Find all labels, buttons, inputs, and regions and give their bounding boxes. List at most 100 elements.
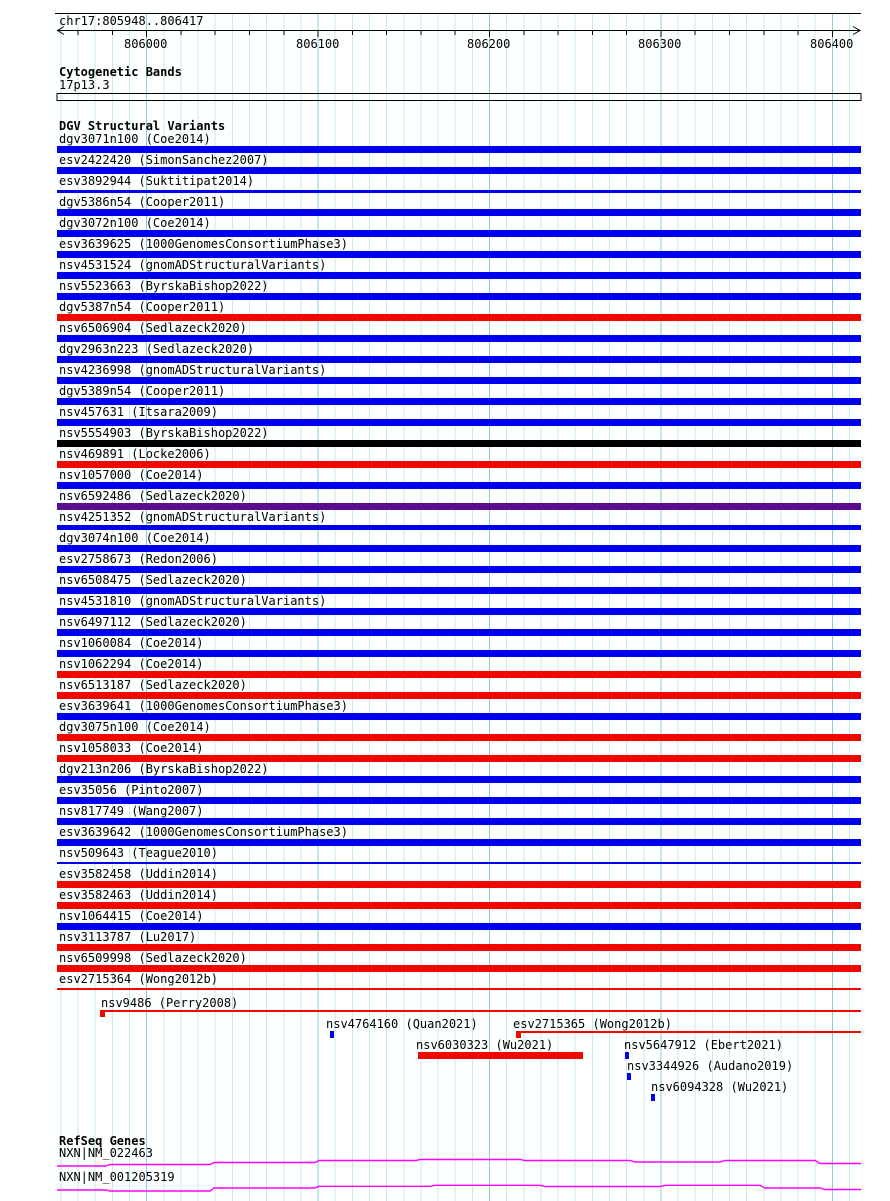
variant-label[interactable]: nsv4531810 (gnomADStructuralVariants) xyxy=(59,594,327,608)
variant-label[interactable]: nsv509643 (Teague2010) xyxy=(59,846,218,860)
variant-line[interactable] xyxy=(516,1031,861,1033)
variant-bar[interactable] xyxy=(57,146,861,153)
variant-bar[interactable] xyxy=(57,503,861,510)
variant-label[interactable]: nsv1060084 (Coe2014) xyxy=(59,636,204,650)
variant-label[interactable]: nsv457631 (Itsara2009) xyxy=(59,405,218,419)
variant-label[interactable]: nsv4251352 (gnomADStructuralVariants) xyxy=(59,510,327,524)
variant-label[interactable]: dgv5389n54 (Cooper2011) xyxy=(59,384,226,398)
variant-label[interactable]: nsv4531524 (gnomADStructuralVariants) xyxy=(59,258,327,272)
variant-bar[interactable] xyxy=(57,881,861,888)
variant-bar[interactable] xyxy=(57,692,861,699)
variant-bar[interactable] xyxy=(57,356,861,363)
variant-label[interactable]: nsv9486 (Perry2008) xyxy=(101,996,239,1010)
variant-start-tick[interactable] xyxy=(100,1010,105,1017)
variant-bar[interactable] xyxy=(57,209,861,216)
variant-label[interactable]: nsv1058033 (Coe2014) xyxy=(59,741,204,755)
variant-bar[interactable] xyxy=(57,923,861,930)
variant-label[interactable]: dgv3071n100 (Coe2014) xyxy=(59,132,211,146)
variant-bar[interactable] xyxy=(57,671,861,678)
variant-bar[interactable] xyxy=(57,734,861,741)
variant-label[interactable]: nsv817749 (Wang2007) xyxy=(59,804,204,818)
variant-bar[interactable] xyxy=(57,839,861,846)
variant-label[interactable]: nsv4764160 (Quan2021) xyxy=(326,1017,478,1031)
variant-label[interactable]: nsv3344926 (Audano2019) xyxy=(627,1059,794,1073)
variant-tick[interactable] xyxy=(651,1094,655,1101)
variant-label[interactable]: dgv3074n100 (Coe2014) xyxy=(59,531,211,545)
variant-bar[interactable] xyxy=(57,525,861,530)
variant-bar[interactable] xyxy=(57,251,861,258)
variant-label[interactable]: nsv1057000 (Coe2014) xyxy=(59,468,204,482)
variant-label[interactable]: nsv1064415 (Coe2014) xyxy=(59,909,204,923)
variant-bar[interactable] xyxy=(57,377,861,384)
variant-bar[interactable] xyxy=(57,167,861,174)
variant-bar[interactable] xyxy=(57,545,861,552)
variant-label[interactable]: nsv469891 (Locke2006) xyxy=(59,447,211,461)
variant-label[interactable]: nsv6094328 (Wu2021) xyxy=(651,1080,789,1094)
variant-label[interactable]: dgv3072n100 (Coe2014) xyxy=(59,216,211,230)
variant-bar[interactable] xyxy=(57,650,861,657)
variant-label[interactable]: nsv3113787 (Lu2017) xyxy=(59,930,197,944)
variant-bar[interactable] xyxy=(57,944,861,951)
variant-bar[interactable] xyxy=(57,314,861,321)
variant-bar[interactable] xyxy=(57,419,861,426)
variant-bar[interactable] xyxy=(57,293,861,300)
variant-label[interactable]: nsv5523663 (ByrskaBishop2022) xyxy=(59,279,269,293)
variant-tick[interactable] xyxy=(627,1073,631,1080)
gene-name[interactable]: NXN|NM_001205319 xyxy=(59,1170,175,1184)
variant-bar[interactable] xyxy=(57,461,861,468)
variant-bar[interactable] xyxy=(57,818,861,825)
variant-label[interactable]: nsv5554903 (ByrskaBishop2022) xyxy=(59,426,269,440)
cytoband-name[interactable]: 17p13.3 xyxy=(59,78,110,92)
variant-label[interactable]: dgv5386n54 (Cooper2011) xyxy=(59,195,226,209)
variant-start-tick[interactable] xyxy=(516,1031,521,1038)
variant-label[interactable]: nsv6513187 (Sedlazeck2020) xyxy=(59,678,247,692)
variant-label[interactable]: nsv1062294 (Coe2014) xyxy=(59,657,204,671)
variant-label[interactable]: dgv213n206 (ByrskaBishop2022) xyxy=(59,762,269,776)
variant-label[interactable]: dgv3075n100 (Coe2014) xyxy=(59,720,211,734)
variant-bar[interactable] xyxy=(57,902,861,909)
variant-label[interactable]: nsv6030323 (Wu2021) xyxy=(416,1038,554,1052)
variant-label[interactable]: esv35056 (Pinto2007) xyxy=(59,783,204,797)
variant-bar[interactable] xyxy=(57,776,861,783)
variant-label[interactable]: nsv4236998 (gnomADStructuralVariants) xyxy=(59,363,327,377)
variant-label[interactable]: esv3892944 (Suktitipat2014) xyxy=(59,174,255,188)
variant-label[interactable]: esv2715365 (Wong2012b) xyxy=(513,1017,672,1031)
variant-bar[interactable] xyxy=(57,482,861,489)
gene-name[interactable]: NXN|NM_022463 xyxy=(59,1146,153,1160)
variant-label[interactable]: nsv6592486 (Sedlazeck2020) xyxy=(59,489,247,503)
variant-bar[interactable] xyxy=(57,608,861,615)
variant-label[interactable]: esv3639641 (1000GenomesConsortiumPhase3) xyxy=(59,699,348,713)
variant-bar[interactable] xyxy=(57,230,861,237)
variant-label[interactable]: esv2422420 (SimonSanchez2007) xyxy=(59,153,269,167)
variant-bar[interactable] xyxy=(418,1052,583,1059)
variant-tick[interactable] xyxy=(330,1031,334,1038)
variant-label[interactable]: esv3582458 (Uddin2014) xyxy=(59,867,218,881)
variant-label[interactable]: esv3639642 (1000GenomesConsortiumPhase3) xyxy=(59,825,348,839)
gene-model-line[interactable] xyxy=(57,1184,861,1192)
variant-tick[interactable] xyxy=(625,1052,629,1059)
variant-bar[interactable] xyxy=(57,755,861,762)
variant-bar[interactable] xyxy=(57,713,861,720)
variant-label[interactable]: esv3582463 (Uddin2014) xyxy=(59,888,218,902)
variant-label[interactable]: esv3639625 (1000GenomesConsortiumPhase3) xyxy=(59,237,348,251)
variant-label[interactable]: nsv6497112 (Sedlazeck2020) xyxy=(59,615,247,629)
variant-label[interactable]: nsv6509998 (Sedlazeck2020) xyxy=(59,951,247,965)
variant-bar[interactable] xyxy=(57,272,861,279)
variant-line[interactable] xyxy=(100,1010,861,1012)
variant-bar[interactable] xyxy=(57,398,861,405)
variant-bar[interactable] xyxy=(57,797,861,804)
variant-label[interactable]: nsv6506904 (Sedlazeck2020) xyxy=(59,321,247,335)
variant-bar[interactable] xyxy=(57,566,861,573)
variant-label[interactable]: dgv2963n223 (Sedlazeck2020) xyxy=(59,342,255,356)
variant-bar[interactable] xyxy=(57,440,861,447)
variant-label[interactable]: esv2758673 (Redon2006) xyxy=(59,552,218,566)
variant-bar[interactable] xyxy=(57,965,861,972)
variant-label[interactable]: dgv5387n54 (Cooper2011) xyxy=(59,300,226,314)
gene-model-line[interactable] xyxy=(57,1158,861,1167)
variant-bar[interactable] xyxy=(57,862,861,864)
variant-bar[interactable] xyxy=(57,629,861,636)
variant-bar[interactable] xyxy=(57,988,861,990)
variant-bar[interactable] xyxy=(57,587,861,594)
variant-label[interactable]: esv2715364 (Wong2012b) xyxy=(59,972,218,986)
variant-bar[interactable] xyxy=(57,190,861,193)
